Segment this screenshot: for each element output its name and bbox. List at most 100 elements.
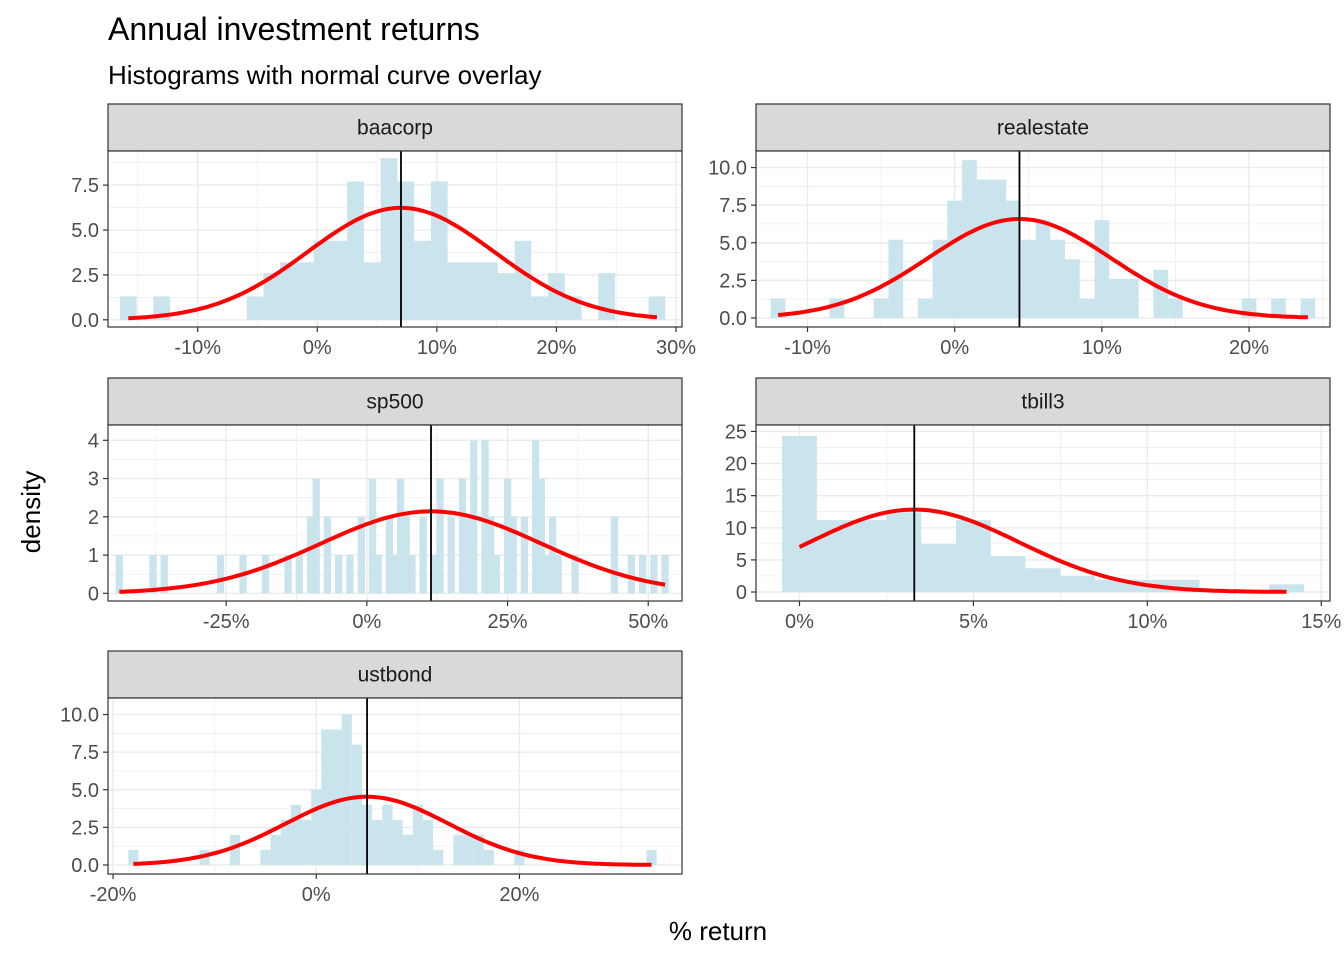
histogram-bar: [646, 849, 657, 865]
histogram-bar: [638, 555, 647, 594]
y-tick-label: 0.0: [719, 308, 747, 330]
histogram-bar: [402, 516, 410, 594]
y-tick-label: 10.0: [60, 705, 99, 727]
histogram-bar: [458, 478, 467, 594]
y-axis: 0.0 2.5 5.0 7.5 10.0: [708, 158, 756, 330]
histogram-bar: [627, 555, 636, 594]
y-axis: 0.0 2.5 5.0 7.5 10.0: [60, 705, 108, 877]
histogram-bar: [464, 516, 472, 594]
y-tick-label: 5: [736, 550, 747, 572]
y-axis: 0.0 2.5 5.0 7.5: [71, 175, 108, 332]
histogram-bar: [497, 273, 515, 320]
histogram-bar: [1168, 298, 1183, 318]
histogram-bar: [956, 520, 991, 593]
histogram-bar: [261, 555, 270, 594]
histogram-bar: [323, 516, 332, 594]
histogram-bar: [397, 181, 415, 320]
histogram-bar: [661, 555, 669, 594]
histogram-bar: [1123, 278, 1139, 318]
histogram-bar: [503, 478, 512, 594]
x-tick-label: -10%: [174, 337, 221, 359]
x-tick-label: -20%: [90, 884, 137, 906]
histogram-bar: [947, 200, 963, 318]
histogram-bar: [260, 849, 271, 865]
histogram-bar: [374, 555, 382, 594]
panel-border: [107, 697, 683, 875]
y-tick-label: 5.0: [719, 233, 747, 255]
histogram-bar: [610, 516, 619, 594]
histogram-bar: [306, 516, 315, 594]
histogram-bar: [1025, 568, 1061, 593]
x-axis: -10% 0% 10% 20% 30%: [174, 327, 696, 359]
x-axis: -20% 0% 20%: [90, 874, 540, 906]
histogram-bar: [396, 478, 405, 594]
facet-strip: [107, 650, 683, 699]
histogram-bar: [548, 273, 565, 320]
histogram-bar: [464, 262, 482, 320]
histogram-bar: [347, 181, 364, 320]
y-tick-label: 10: [725, 518, 747, 540]
y-tick-label: 7.5: [71, 175, 99, 197]
histogram-bar: [433, 849, 444, 865]
y-axis: 0 1 2 3 4: [88, 430, 108, 605]
y-tick-label: 1: [88, 545, 99, 567]
x-tick-label: 10%: [1082, 337, 1122, 359]
y-tick-label: 2: [88, 507, 99, 529]
y-tick-label: 0.0: [71, 855, 99, 877]
histogram-bar: [492, 555, 500, 594]
histogram-bar: [391, 555, 399, 594]
x-tick-label: 0%: [303, 337, 332, 359]
y-tick-label: 20: [725, 454, 747, 476]
histogram-bar: [311, 789, 322, 865]
histogram-bar: [514, 240, 532, 320]
histogram-bar: [1065, 259, 1080, 318]
histogram-bars: [770, 160, 1316, 318]
histogram-bar: [229, 834, 241, 865]
histogram-bar: [548, 516, 557, 594]
histogram-bar: [1060, 575, 1096, 593]
histogram-bar: [321, 729, 332, 865]
histogram-bar: [514, 849, 525, 865]
histogram-bar: [363, 262, 381, 320]
histogram-bar: [280, 262, 297, 320]
panel-border: [755, 150, 1331, 328]
y-axis: 0 5 10 15 20 25: [725, 421, 756, 604]
histogram-bar: [447, 516, 455, 594]
histogram-bar: [782, 435, 817, 593]
histogram-bar: [419, 516, 427, 594]
chart-subtitle: Histograms with normal curve overlay: [108, 60, 541, 90]
x-tick-label: 10%: [1127, 611, 1167, 633]
x-tick-label: -10%: [784, 337, 831, 359]
y-tick-label: 5.0: [71, 780, 99, 802]
histogram-bar: [119, 296, 137, 320]
histogram-bar: [520, 516, 529, 594]
histogram-bar: [1006, 200, 1021, 318]
histogram-bar: [296, 262, 314, 320]
y-tick-label: 10.0: [708, 158, 747, 180]
histogram-bar: [1271, 298, 1286, 318]
histogram-bar: [290, 804, 302, 865]
x-tick-label: 5%: [959, 611, 988, 633]
histogram-bar: [990, 556, 1026, 593]
y-tick-label: 4: [88, 430, 99, 452]
normal-curve: [133, 794, 652, 867]
facet-ustbond: ustbond -20% 0% 20% 0.0 2.5 5.0 7.5 10.0: [60, 650, 683, 906]
facet-tbill3: tbill3 0% 5% 10% 15% 0 5 10 15 20 25: [725, 377, 1342, 633]
histogram-bar: [571, 555, 579, 594]
histogram-bar: [554, 555, 562, 594]
histogram-bars: [115, 440, 669, 594]
histogram-bar: [1269, 584, 1304, 593]
facet-panels: baacorp-10% 0% 10% 20% 30%0.02.55.07.5reales…: [60, 103, 1342, 906]
histogram-bar: [509, 516, 517, 594]
panel-border: [755, 424, 1331, 602]
histogram-bar: [301, 819, 312, 865]
x-tick-label: 15%: [1301, 611, 1341, 633]
histogram-bar: [473, 834, 484, 865]
histogram-bar: [346, 555, 354, 594]
facet-strip-label: realestate: [997, 117, 1089, 140]
histogram-bar: [149, 555, 157, 594]
histogram-bar: [1020, 239, 1036, 318]
x-tick-label: 20%: [1229, 337, 1269, 359]
histogram-bar: [447, 262, 465, 320]
